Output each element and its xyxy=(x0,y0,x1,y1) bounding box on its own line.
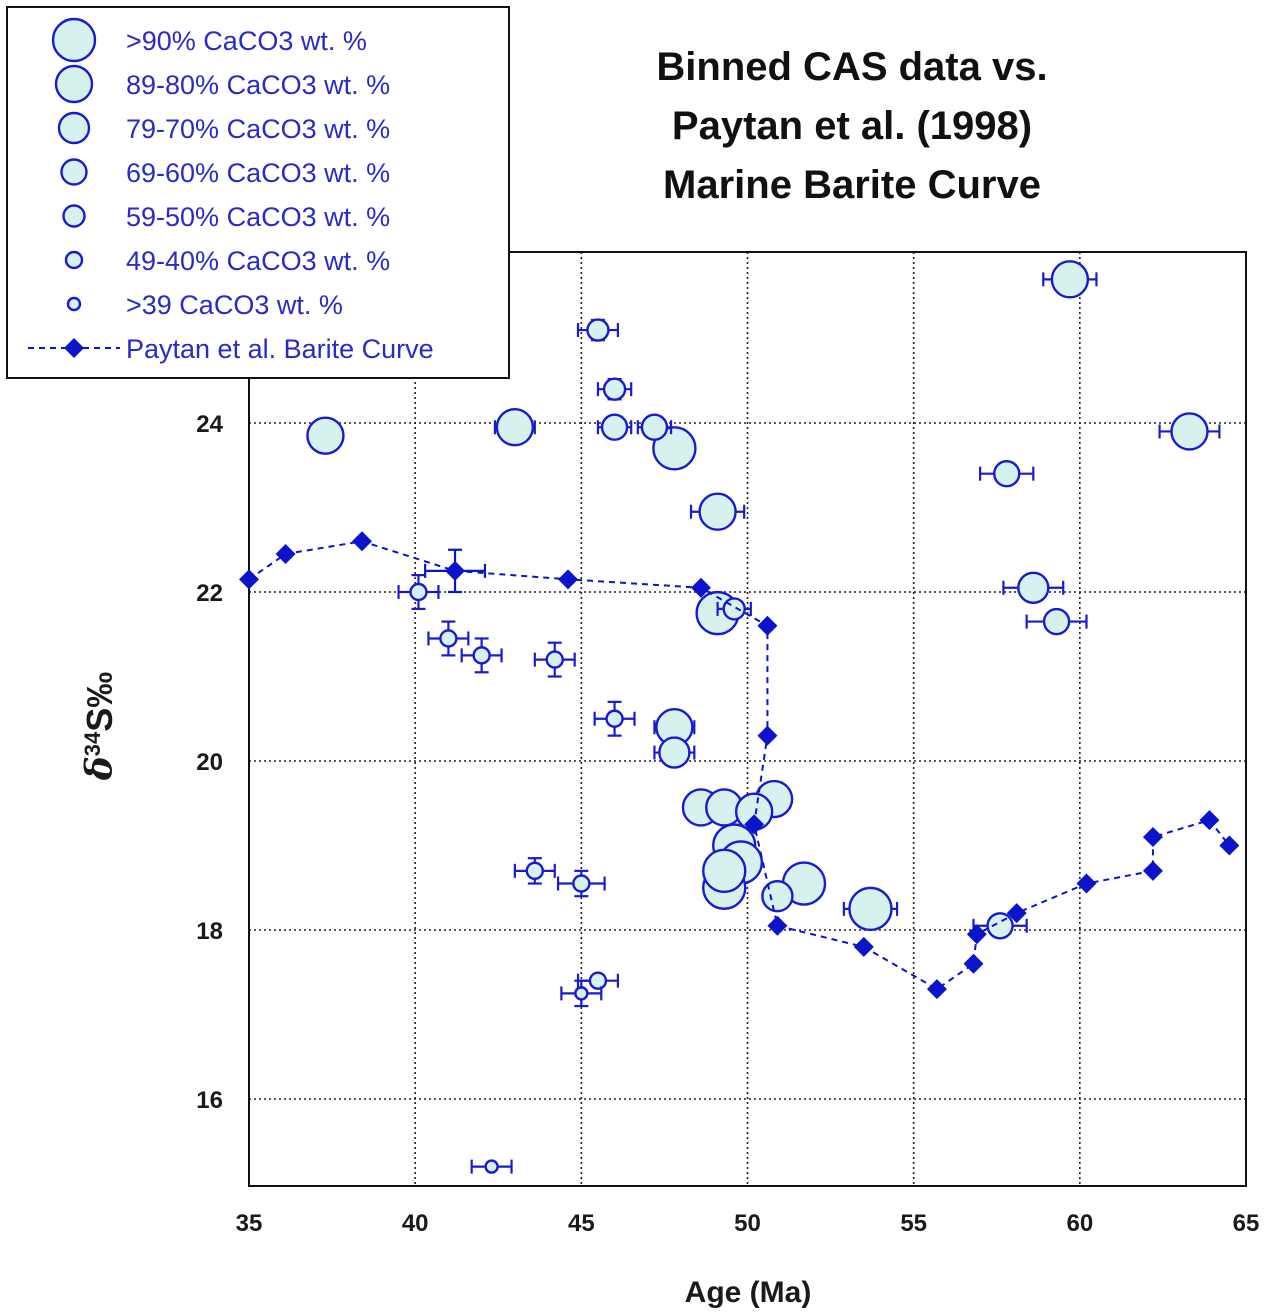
legend-circle-swatch xyxy=(57,111,91,145)
barite-point xyxy=(1142,860,1163,881)
cas-point xyxy=(986,912,1014,940)
chart-title-line: Paytan et al. (1998) xyxy=(672,104,1032,148)
barite-point xyxy=(744,814,765,835)
cas-point xyxy=(652,426,697,471)
svg-text:δ34S‰: δ34S‰ xyxy=(79,672,121,782)
legend-circle-swatch xyxy=(54,64,94,104)
legend-entry: 69-60% CaCO3 wt. % xyxy=(60,158,390,188)
y-tick-label: 20 xyxy=(196,749,223,776)
barite-point xyxy=(1199,810,1220,831)
barite-point xyxy=(275,543,296,564)
y-tick-label: 16 xyxy=(196,1087,223,1114)
legend-circle-swatch xyxy=(66,296,82,312)
legend: >90% CaCO3 wt. % 89-80% CaCO3 wt. % 79-70%… xyxy=(6,6,510,379)
legend-label: Paytan et al. Barite Curve xyxy=(126,334,434,364)
cas-point xyxy=(848,886,893,932)
legend-label: 79-70% CaCO3 wt. % xyxy=(126,114,390,144)
legend-diamond-swatch xyxy=(64,338,84,358)
barite-point xyxy=(767,915,788,936)
cas-point xyxy=(605,709,624,728)
barite-point xyxy=(853,936,874,957)
legend-entry: >90% CaCO3 wt. % xyxy=(51,17,367,63)
barite-point xyxy=(757,615,778,636)
cas-point xyxy=(658,736,691,769)
barite-point xyxy=(966,924,987,945)
cas-point xyxy=(306,416,345,455)
legend-circle-swatch xyxy=(60,158,88,186)
legend-entry: 59-50% CaCO3 wt. % xyxy=(62,202,390,232)
cas-point xyxy=(640,413,669,441)
cas-point xyxy=(1017,571,1050,604)
barite-point xyxy=(757,725,778,746)
cas-error-bar xyxy=(593,700,636,737)
legend-label: 69-60% CaCO3 wt. % xyxy=(126,158,390,188)
legend-label: 89-80% CaCO3 wt. % xyxy=(126,70,390,100)
cas-point xyxy=(588,971,608,990)
cas-point xyxy=(1170,412,1209,451)
legend-label: >39 CaCO3 wt. % xyxy=(126,290,343,320)
x-tick-label: 45 xyxy=(568,1210,595,1237)
chart-title: Binned CAS data vs. Paytan et al. (1998) M… xyxy=(656,45,1047,207)
y-tick-label: 22 xyxy=(196,580,223,607)
cas-point xyxy=(495,408,535,447)
legend-circle-swatch xyxy=(51,17,97,63)
cas-point xyxy=(1050,260,1090,299)
x-tick-label: 60 xyxy=(1066,1210,1093,1237)
cas-point xyxy=(525,861,545,881)
cas-point xyxy=(439,629,458,648)
barite-point xyxy=(239,569,259,590)
cas-point xyxy=(702,848,747,894)
legend-entry: 79-70% CaCO3 wt. % xyxy=(57,111,390,145)
y-axis-title: δ34S‰ xyxy=(79,672,121,782)
cas-point xyxy=(574,986,589,1001)
barite-point xyxy=(963,953,984,974)
cas-point xyxy=(586,318,610,342)
barite-point xyxy=(445,560,466,581)
barite-point xyxy=(1142,827,1163,848)
legend-circle-swatch xyxy=(64,250,84,270)
x-tick-label: 55 xyxy=(900,1210,927,1237)
cas-point xyxy=(545,650,564,669)
legend-circle-swatch xyxy=(62,204,86,228)
x-tick-label: 40 xyxy=(402,1210,429,1237)
legend-label: 49-40% CaCO3 wt. % xyxy=(126,246,390,276)
barite-point xyxy=(1219,835,1240,856)
cas-point xyxy=(993,460,1021,488)
barite-point xyxy=(690,577,711,598)
y-axis-ticks: 16 18 20 22 24 xyxy=(196,411,223,1114)
barite-point xyxy=(558,569,579,590)
y-tick-label: 18 xyxy=(196,918,223,945)
cas-point xyxy=(698,492,737,531)
cas-point xyxy=(484,1159,499,1174)
x-tick-label: 65 xyxy=(1233,1210,1260,1237)
barite-point xyxy=(1076,873,1097,894)
cas-point xyxy=(472,646,491,665)
x-axis-title: Age (Ma) xyxy=(685,1276,812,1309)
legend-entry: Paytan et al. Barite Curve xyxy=(28,334,434,364)
barite-point xyxy=(1006,903,1027,924)
barite-curve-layer xyxy=(239,531,1240,1000)
x-tick-label: 35 xyxy=(236,1210,263,1237)
legend-label: >90% CaCO3 wt. % xyxy=(126,26,367,56)
cas-point xyxy=(409,582,428,602)
cas-point xyxy=(602,377,627,401)
cas-point xyxy=(761,880,794,913)
legend-entry: >39 CaCO3 wt. % xyxy=(66,290,343,320)
chart-title-line: Marine Barite Curve xyxy=(663,163,1041,207)
legend-entry: 49-40% CaCO3 wt. % xyxy=(64,246,390,276)
x-axis-ticks: 35 40 45 50 55 60 65 xyxy=(236,1210,1260,1237)
legend-box xyxy=(6,6,510,379)
x-tick-label: 50 xyxy=(734,1210,761,1237)
chart-title-line: Binned CAS data vs. xyxy=(656,45,1047,89)
cas-point xyxy=(600,413,629,441)
barite-point xyxy=(926,979,947,1000)
legend-entry: 89-80% CaCO3 wt. % xyxy=(54,64,390,104)
cas-point xyxy=(1042,607,1071,636)
cas-point xyxy=(572,874,591,893)
legend-label: 59-50% CaCO3 wt. % xyxy=(126,202,390,232)
y-tick-label: 24 xyxy=(196,411,223,438)
plot-frame xyxy=(248,251,1247,1187)
barite-point xyxy=(351,531,372,552)
